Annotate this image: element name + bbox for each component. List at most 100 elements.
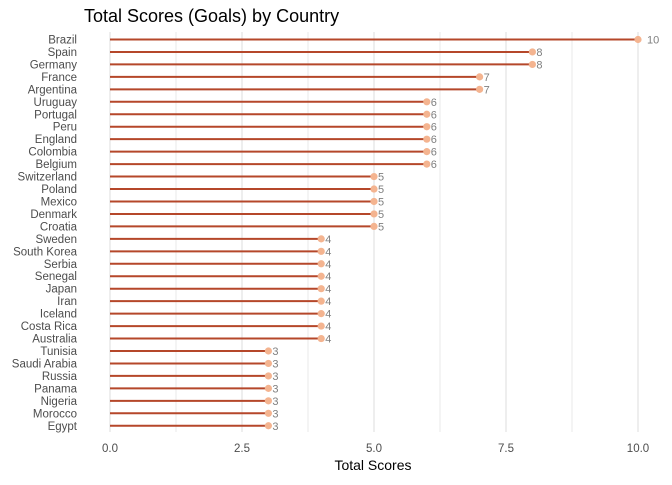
x-tick-label: 10.0 xyxy=(627,443,649,455)
y-tick-label: Senegal xyxy=(35,271,77,283)
y-tick-label: Peru xyxy=(53,122,77,134)
lollipop-point xyxy=(264,359,272,368)
y-tick-label: Colombia xyxy=(28,147,77,159)
x-axis-tick-labels: 0.0 2.5 5.0 7.5 10.0 xyxy=(102,443,649,455)
value-label: 4 xyxy=(325,321,331,333)
y-axis-tick-labels: BrazilSpainGermanyFranceArgentinaUruguay… xyxy=(12,35,78,433)
lollipop-point xyxy=(264,397,272,405)
lollipop-point xyxy=(317,272,325,280)
y-tick-label: Spain xyxy=(48,47,77,59)
lollipop-point xyxy=(423,110,431,118)
lollipop-point xyxy=(423,98,431,106)
y-tick-label: Egypt xyxy=(48,421,78,433)
y-tick-label: Germany xyxy=(30,59,78,71)
value-label: 4 xyxy=(325,259,331,271)
lollipop-point xyxy=(317,247,325,255)
y-tick-label: Russia xyxy=(42,371,78,383)
value-label: 8 xyxy=(536,59,542,71)
x-tick-label: 7.5 xyxy=(498,443,514,455)
value-label: 4 xyxy=(325,284,331,296)
lollipop-point xyxy=(264,422,272,430)
y-tick-label: Mexico xyxy=(41,196,77,208)
grid-lines xyxy=(109,32,639,432)
value-label: 4 xyxy=(325,246,331,258)
y-tick-label: Serbia xyxy=(44,259,78,271)
value-label: 3 xyxy=(272,421,278,433)
value-label: 3 xyxy=(272,396,278,408)
lollipop-point xyxy=(528,60,537,69)
lollipop-point xyxy=(264,347,272,355)
value-label: 7 xyxy=(484,72,490,84)
lollipop-point xyxy=(476,73,484,81)
y-tick-label: Costa Rica xyxy=(21,321,78,333)
y-tick-label: Uruguay xyxy=(34,97,78,109)
y-tick-label: England xyxy=(35,134,77,146)
y-tick-label: Tunisia xyxy=(40,346,77,358)
lollipop-point xyxy=(370,172,378,181)
value-label: 3 xyxy=(272,358,278,370)
value-label: 6 xyxy=(431,109,437,121)
value-label: 5 xyxy=(378,221,384,233)
y-tick-label: Belgium xyxy=(35,159,77,171)
y-tick-label: Morocco xyxy=(33,408,77,420)
value-label: 8 xyxy=(536,47,542,59)
lollipop-point xyxy=(476,85,484,93)
value-label: 6 xyxy=(431,159,437,171)
value-label: 4 xyxy=(325,309,331,321)
y-tick-label: Japan xyxy=(46,284,77,296)
x-tick-label: 2.5 xyxy=(234,443,250,455)
value-label: 4 xyxy=(325,271,331,283)
value-label: 5 xyxy=(378,172,384,184)
y-tick-label: Nigeria xyxy=(41,396,78,408)
y-tick-label: Croatia xyxy=(40,221,78,233)
lollipop-point xyxy=(370,197,378,206)
value-label: 4 xyxy=(325,234,331,246)
y-tick-label: Iran xyxy=(57,296,77,308)
lollipop-point xyxy=(317,285,325,293)
y-tick-label: Portugal xyxy=(34,109,77,121)
y-tick-label: France xyxy=(41,72,77,84)
y-tick-label: Argentina xyxy=(28,84,78,96)
lollipop-point xyxy=(370,222,378,230)
y-tick-label: Brazil xyxy=(48,35,77,47)
value-label: 4 xyxy=(325,296,331,308)
lollipop-point xyxy=(317,334,325,343)
y-tick-label: Denmark xyxy=(30,209,77,221)
y-tick-label: Poland xyxy=(41,184,77,196)
y-tick-label: Panama xyxy=(34,383,77,395)
lollipop-point xyxy=(423,160,431,168)
value-label: 4 xyxy=(325,334,331,346)
lollipop-point xyxy=(634,35,642,44)
lollipop-point xyxy=(317,297,325,305)
value-label: 7 xyxy=(484,84,490,96)
x-axis-title: Total Scores xyxy=(334,457,411,473)
lollipop-point xyxy=(423,148,431,156)
value-label: 6 xyxy=(431,122,437,134)
lollipop-point xyxy=(423,123,431,131)
y-tick-label: Australia xyxy=(32,334,77,346)
value-label: 5 xyxy=(378,196,384,208)
lollipop-stems xyxy=(110,38,638,427)
lollipop-point xyxy=(528,48,537,56)
lollipop-point xyxy=(317,260,325,268)
lollipop-point xyxy=(317,322,325,330)
lollipop-points xyxy=(264,35,642,430)
lollipop-point xyxy=(370,185,378,193)
x-tick-label: 5.0 xyxy=(366,443,382,455)
y-tick-label: South Korea xyxy=(13,246,78,258)
value-label: 3 xyxy=(272,383,278,395)
value-label: 5 xyxy=(378,184,384,196)
value-label: 6 xyxy=(431,147,437,159)
value-label: 6 xyxy=(431,97,437,109)
lollipop-point xyxy=(317,310,325,318)
lollipop-point xyxy=(264,372,272,380)
lollipop-point xyxy=(264,409,272,417)
y-tick-label: Switzerland xyxy=(18,172,77,184)
lollipop-point xyxy=(264,384,272,392)
lollipop-point xyxy=(423,135,431,143)
value-label: 3 xyxy=(272,408,278,420)
value-label: 5 xyxy=(378,209,384,221)
